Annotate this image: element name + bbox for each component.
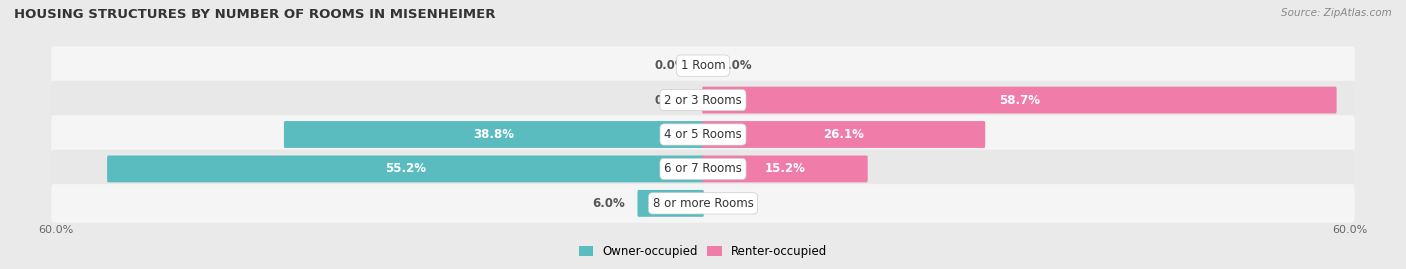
Text: 55.2%: 55.2% [385, 162, 426, 175]
Text: 0.0%: 0.0% [654, 94, 688, 107]
Legend: Owner-occupied, Renter-occupied: Owner-occupied, Renter-occupied [574, 240, 832, 263]
Text: HOUSING STRUCTURES BY NUMBER OF ROOMS IN MISENHEIMER: HOUSING STRUCTURES BY NUMBER OF ROOMS IN… [14, 8, 495, 21]
FancyBboxPatch shape [52, 150, 1354, 188]
Text: Source: ZipAtlas.com: Source: ZipAtlas.com [1281, 8, 1392, 18]
FancyBboxPatch shape [52, 115, 1354, 154]
FancyBboxPatch shape [284, 121, 704, 148]
Text: 0.0%: 0.0% [720, 59, 752, 72]
FancyBboxPatch shape [52, 46, 1354, 85]
Text: 6 or 7 Rooms: 6 or 7 Rooms [664, 162, 742, 175]
FancyBboxPatch shape [637, 190, 704, 217]
FancyBboxPatch shape [107, 155, 704, 182]
FancyBboxPatch shape [702, 87, 1337, 114]
Text: 4 or 5 Rooms: 4 or 5 Rooms [664, 128, 742, 141]
Text: 1 Room: 1 Room [681, 59, 725, 72]
FancyBboxPatch shape [702, 155, 868, 182]
Text: 2 or 3 Rooms: 2 or 3 Rooms [664, 94, 742, 107]
Text: 0.0%: 0.0% [720, 197, 752, 210]
FancyBboxPatch shape [52, 81, 1354, 119]
FancyBboxPatch shape [702, 121, 986, 148]
Text: 8 or more Rooms: 8 or more Rooms [652, 197, 754, 210]
FancyBboxPatch shape [52, 184, 1354, 223]
Text: 26.1%: 26.1% [824, 128, 865, 141]
Text: 15.2%: 15.2% [765, 162, 806, 175]
Text: 58.7%: 58.7% [998, 94, 1040, 107]
Text: 6.0%: 6.0% [593, 197, 626, 210]
Text: 0.0%: 0.0% [654, 59, 688, 72]
Text: 38.8%: 38.8% [474, 128, 515, 141]
